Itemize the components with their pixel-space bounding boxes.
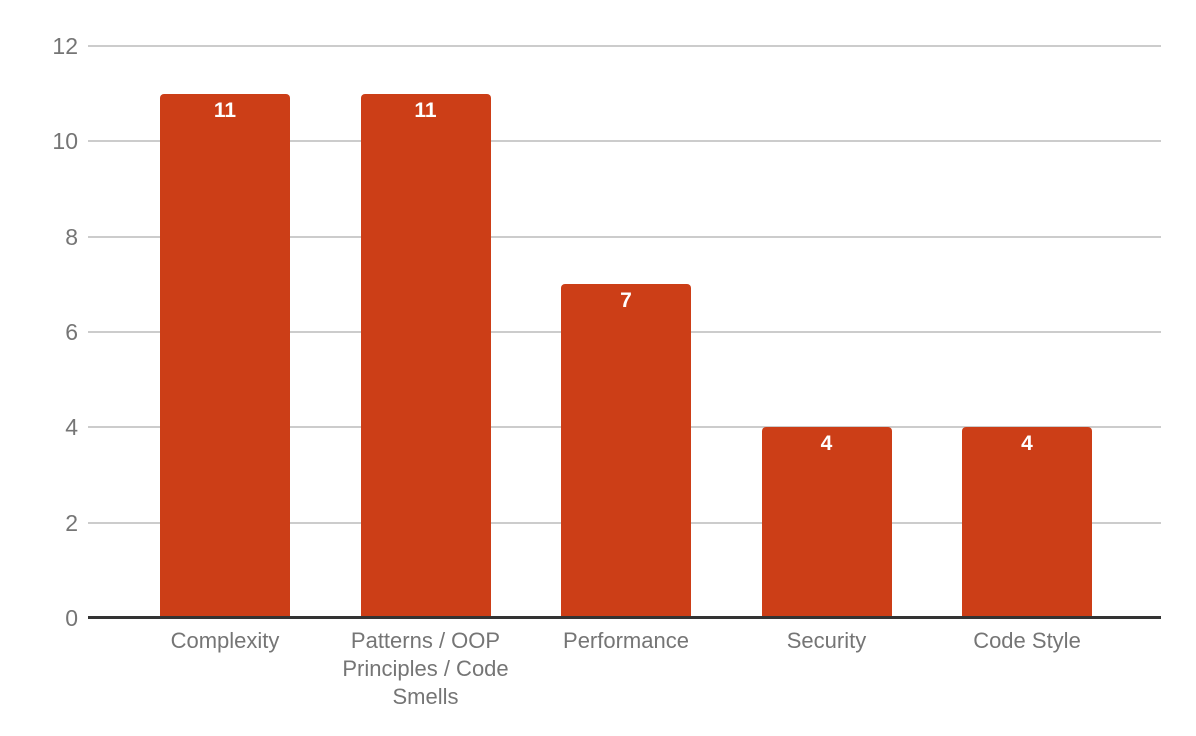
x-axis-category-label: Complexity <box>170 628 280 653</box>
bar: 4 <box>962 427 1092 618</box>
y-axis-tick-label: 4 <box>65 414 78 441</box>
gridline <box>88 45 1161 47</box>
y-axis-tick-label: 2 <box>65 509 78 536</box>
bar-value-label: 11 <box>213 98 237 122</box>
bar-value-label: 4 <box>1021 432 1033 456</box>
x-axis-category-label: Patterns / OOP Principles / Code Smells <box>342 628 509 709</box>
x-axis-line <box>88 616 1161 619</box>
y-axis-tick-label: 8 <box>65 223 78 250</box>
y-axis-tick-label: 6 <box>65 319 78 345</box>
bar: 7 <box>561 284 691 618</box>
gridline <box>88 235 1161 238</box>
bar: 11 <box>160 93 290 618</box>
bar-value-label: 11 <box>414 98 437 122</box>
x-axis-category-label: Code Style <box>973 628 1081 653</box>
x-axis-category-label: Performance <box>563 628 689 653</box>
bar-value-label: 7 <box>620 289 632 313</box>
gridline <box>88 140 1161 143</box>
plot-area: 11 11 7 4 4 <box>88 45 1161 618</box>
x-axis-category-label: Security <box>786 628 867 653</box>
y-axis-tick-label: 12 <box>52 33 78 59</box>
y-axis-tick-label: 0 <box>65 605 78 631</box>
bar: 11 <box>360 93 491 618</box>
bar: 4 <box>761 427 892 618</box>
bar-value-label: 4 <box>820 432 833 456</box>
y-axis-tick-label: 10 <box>52 128 78 155</box>
